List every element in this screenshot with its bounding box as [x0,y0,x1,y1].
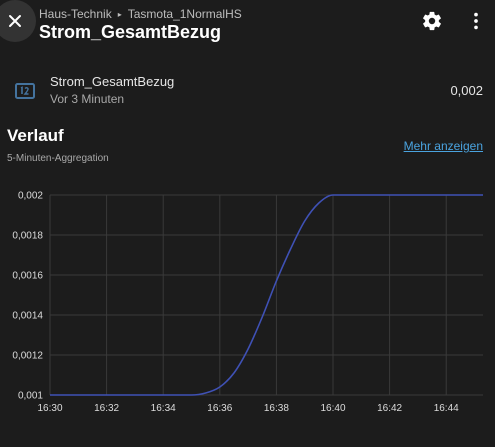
more-vert-icon[interactable] [465,10,487,32]
x-tick-label: 16:40 [320,403,345,414]
y-tick-label: 0,0016 [12,271,43,282]
series-line [50,194,483,396]
page-title: Strom_GesamtBezug [39,22,222,42]
breadcrumb-device[interactable]: Tasmota_1NormalHS [127,7,242,21]
x-tick-label: 16:36 [207,403,232,414]
gear-icon[interactable] [421,10,443,32]
x-tick-label: 16:44 [434,403,459,414]
breadcrumb-area[interactable]: Haus-Technik [39,7,112,21]
numeric-icon [15,83,35,99]
close-button[interactable] [0,0,36,42]
y-tick-label: 0,002 [18,191,43,202]
show-more-link[interactable]: Mehr anzeigen [403,139,483,153]
y-tick-label: 0,0014 [12,311,43,322]
y-tick-label: 0,001 [18,391,43,402]
entity-value: 0,002 [450,83,483,98]
history-title: Verlauf [7,126,64,145]
history-subtitle: 5-Minuten-Aggregation [7,153,109,164]
x-tick-label: 16:38 [264,403,289,414]
breadcrumb: Haus-Technik ▸ Tasmota_1NormalHS [39,7,242,21]
x-tick-label: 16:42 [377,403,402,414]
entity-name: Strom_GesamtBezug [50,74,175,89]
entity-state-row[interactable]: Strom_GesamtBezug Vor 3 Minuten 0,002 [0,70,495,110]
close-icon [9,15,21,27]
dialog-header: Haus-Technik ▸ Tasmota_1NormalHS Strom_Ges… [0,0,495,48]
y-tick-label: 0,0018 [12,231,43,242]
x-tick-label: 16:34 [151,403,176,414]
entity-last-changed: Vor 3 Minuten [50,92,125,106]
x-tick-label: 16:30 [37,403,62,414]
breadcrumb-separator: ▸ [117,10,122,19]
x-tick-label: 16:32 [94,403,119,414]
history-chart: 0,001 0,0012 0,0014 0,0016 0,0018 0,002 16:30 1… [12,191,483,414]
y-tick-label: 0,0012 [12,351,43,362]
